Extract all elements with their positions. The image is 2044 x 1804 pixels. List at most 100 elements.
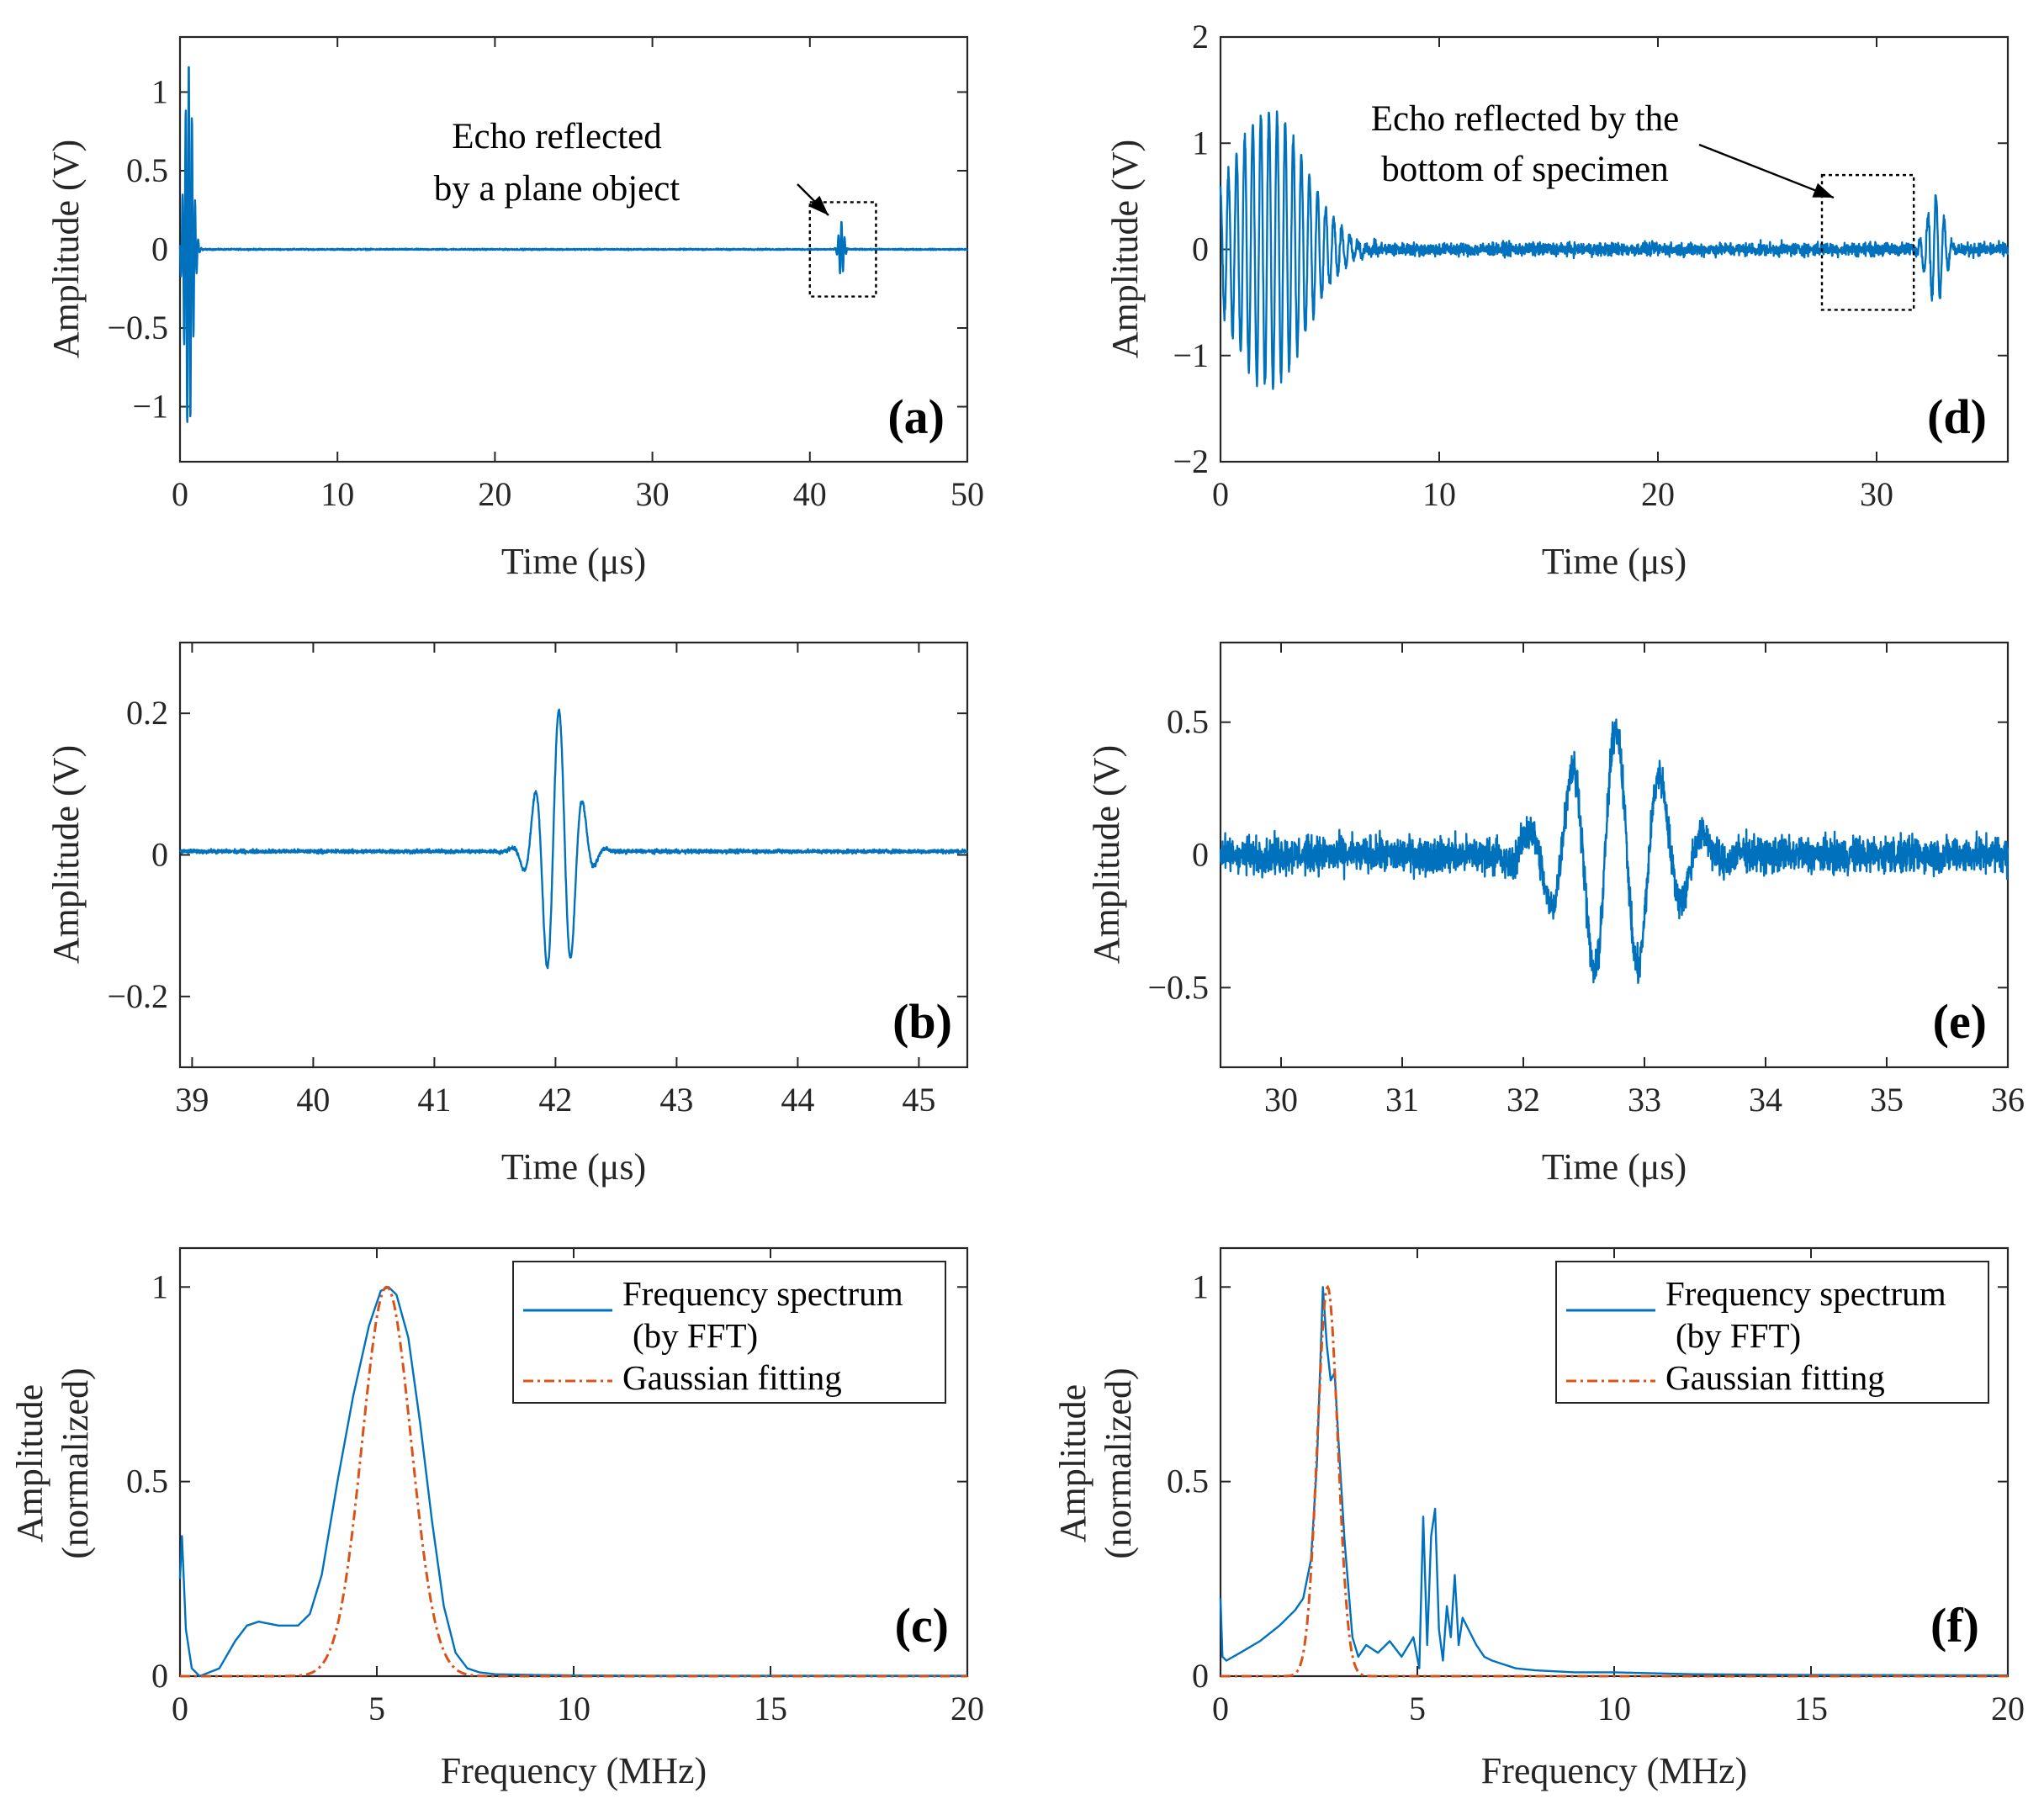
- plot-frame: [178, 641, 969, 1069]
- arrow-head: [808, 195, 829, 215]
- y-tick-label: 1: [151, 1267, 168, 1305]
- y-tick-label: 0.5: [126, 1463, 168, 1500]
- annotation-line-2: by a plane object: [434, 169, 680, 209]
- x-tick-label: 30: [636, 475, 670, 513]
- y-tick-label: 0.5: [1167, 1463, 1209, 1500]
- panel-label: (d): [1927, 389, 1987, 444]
- x-axis-label: Frequency (MHz): [441, 1750, 707, 1791]
- x-tick-label: 41: [417, 1081, 451, 1119]
- y-axis-label: Amplitude (V): [45, 140, 87, 358]
- x-axis-label: Time (μs): [501, 541, 646, 582]
- y-tick-label: −1: [1173, 336, 1209, 374]
- y-tick-label: 1: [1192, 1267, 1209, 1305]
- y-tick-label: 2: [1192, 18, 1209, 56]
- x-tick-label: 15: [1794, 1690, 1828, 1727]
- y-axis-label-line-2: (normalized): [1098, 1368, 1139, 1558]
- legend-entry-gaussian: Gaussian fitting: [1665, 1358, 1885, 1397]
- y-axis-label: Amplitude (V): [1104, 140, 1146, 358]
- x-tick-label: 45: [902, 1081, 935, 1119]
- y-tick-label: −0.5: [1147, 968, 1209, 1006]
- annotation-arrow: [1698, 143, 1835, 199]
- panel-d: 0 10 20 30 −2 −1 0 1 2 Echo reflected by the bot…: [1104, 18, 2010, 582]
- x-tick-label: 30: [1860, 475, 1893, 513]
- panel-label: (e): [1933, 994, 1987, 1049]
- y-axis-label-line-1: Amplitude: [9, 1384, 50, 1542]
- annotation-line-2: bottom of specimen: [1381, 150, 1669, 189]
- x-tick-label: 30: [1264, 1081, 1298, 1119]
- y-axis-label-line-1: Amplitude: [1052, 1384, 1093, 1542]
- y-tick-label: 0: [151, 836, 168, 874]
- y-axis-label: Amplitude (V): [45, 745, 87, 964]
- x-tick-label: 15: [754, 1690, 787, 1727]
- x-tick-label: 0: [1212, 1690, 1229, 1727]
- y-tick-label: 0: [1192, 230, 1209, 268]
- y-tick-label: 0: [1192, 836, 1209, 874]
- echo-highlight-box: [1820, 173, 1915, 311]
- x-tick-label: 44: [781, 1081, 814, 1119]
- legend-entry-gaussian: Gaussian fitting: [622, 1358, 842, 1397]
- signal-trace: [178, 66, 969, 423]
- x-axis-label: Frequency (MHz): [1481, 1750, 1747, 1791]
- legend-entry-fft: Frequency spectrum: [1665, 1274, 1946, 1313]
- x-axis-label: Time (μs): [1542, 541, 1687, 582]
- x-tick-label: 10: [1597, 1690, 1631, 1727]
- legend-box: [1555, 1261, 1989, 1404]
- fft-spectrum-line: [178, 1286, 967, 1678]
- x-tick-label: 0: [1212, 475, 1229, 513]
- x-tick-label: 34: [1749, 1081, 1782, 1119]
- x-tick-label: 42: [538, 1081, 572, 1119]
- y-tick-label: −1: [132, 388, 168, 426]
- legend-entry-fft: Frequency spectrum: [622, 1274, 903, 1313]
- y-tick-label: 0: [151, 230, 168, 268]
- x-tick-label: 40: [793, 475, 827, 513]
- panel-b: 39 40 41 42 43 44 45 −0.2 0 0.2 (b) Time (μs) Amp…: [45, 641, 969, 1188]
- x-tick-label: 32: [1507, 1081, 1540, 1119]
- y-tick-label: 1: [151, 72, 168, 110]
- x-tick-label: 35: [1870, 1081, 1904, 1119]
- y-tick-label: −0.2: [107, 977, 168, 1015]
- panel-e: 30 31 32 33 34 35 36 −0.5 0 0.5 (e) Time (μs) Amp…: [1086, 641, 2025, 1188]
- signal-trace: [178, 708, 969, 970]
- panel-label: (b): [892, 994, 952, 1049]
- x-tick-label: 20: [951, 1690, 984, 1727]
- x-axis-label: Time (μs): [1542, 1146, 1687, 1188]
- signal-trace: [1219, 110, 2010, 390]
- panel-c: 0 5 10 15 20 0 0.5 1 Frequency spectrum (by FFT…: [9, 1246, 984, 1791]
- x-tick-label: 5: [1409, 1690, 1426, 1727]
- y-axis-label: Amplitude (V): [1086, 745, 1127, 964]
- y-tick-label: 1: [1192, 124, 1209, 161]
- signal-trace: [1219, 718, 2010, 984]
- legend-entry-fft-sub: (by FFT): [633, 1316, 758, 1355]
- x-tick-label: 20: [478, 475, 511, 513]
- annotation-line-1: Echo reflected by the: [1371, 99, 1680, 139]
- gaussian-fit-line: [1221, 1284, 2008, 1678]
- arrow-head: [1812, 183, 1834, 198]
- y-tick-label: 0: [151, 1657, 168, 1695]
- x-axis-label: Time (μs): [501, 1146, 646, 1188]
- y-tick-label: −0.5: [107, 309, 168, 347]
- panel-label: (f): [1930, 1598, 1979, 1653]
- legend-entry-fft-sub: (by FFT): [1676, 1316, 1801, 1355]
- x-tick-label: 10: [320, 475, 354, 513]
- panel-f: 0 5 10 15 20 0 0.5 1 Frequency spectrum (by FFT…: [1052, 1246, 2025, 1791]
- x-tick-label: 20: [1641, 475, 1675, 513]
- x-tick-label: 10: [1422, 475, 1456, 513]
- x-tick-label: 0: [172, 475, 188, 513]
- x-tick-label: 50: [951, 475, 984, 513]
- y-tick-label: 0.2: [126, 694, 168, 732]
- y-axis-label-line-2: (normalized): [55, 1368, 96, 1558]
- y-tick-label: 0.5: [1167, 703, 1209, 741]
- fft-spectrum-line: [1219, 1286, 2009, 1677]
- y-tick-label: 0.5: [126, 151, 168, 189]
- gaussian-fit-line: [180, 1285, 967, 1678]
- x-tick-label: 31: [1385, 1081, 1419, 1119]
- x-tick-label: 43: [659, 1081, 693, 1119]
- x-tick-label: 0: [172, 1690, 188, 1727]
- x-tick-label: 33: [1628, 1081, 1661, 1119]
- panel-label: (a): [887, 389, 945, 444]
- x-tick-label: 39: [175, 1081, 209, 1119]
- x-tick-label: 5: [368, 1690, 385, 1727]
- x-tick-label: 10: [557, 1690, 590, 1727]
- y-tick-label: 0: [1192, 1657, 1209, 1695]
